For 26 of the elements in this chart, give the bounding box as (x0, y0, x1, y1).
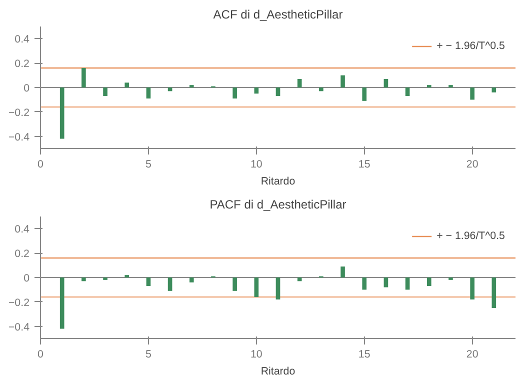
y-tick-label: −0.2 (8, 296, 30, 309)
x-tick-label: 5 (145, 158, 152, 170)
x-tick-label: 0 (38, 158, 44, 170)
x-tick-label: 15 (358, 348, 370, 360)
y-tick-label: 0.2 (14, 248, 30, 260)
chart-title: ACF di d_AestheticPillar (213, 8, 343, 22)
y-tick-label: −0.2 (8, 106, 30, 119)
x-tick-label: 0 (38, 348, 44, 360)
x-tick-label: 10 (250, 348, 262, 360)
x-axis-title: Ritardo (260, 366, 296, 378)
x-tick-label: 5 (145, 348, 152, 360)
x-tick-label: 15 (358, 158, 370, 170)
legend-label: + − 1.96/T^0.5 (436, 40, 505, 52)
chart-title: PACF di d_AestheticPillar (210, 198, 346, 212)
y-tick-label: 0 (24, 272, 30, 284)
y-tick-label: −0.4 (8, 131, 30, 144)
y-tick-label: 0 (24, 82, 30, 94)
y-tick-label: −0.4 (8, 321, 30, 334)
y-tick-label: 0.4 (14, 224, 30, 236)
x-tick-label: 20 (466, 158, 478, 170)
y-tick-label: 0.2 (14, 58, 30, 70)
x-tick-label: 10 (250, 158, 262, 170)
y-tick-label: 0.4 (14, 34, 30, 46)
x-tick-label: 20 (466, 348, 478, 360)
x-axis-title: Ritardo (260, 176, 296, 188)
legend-label: + − 1.96/T^0.5 (436, 230, 505, 242)
